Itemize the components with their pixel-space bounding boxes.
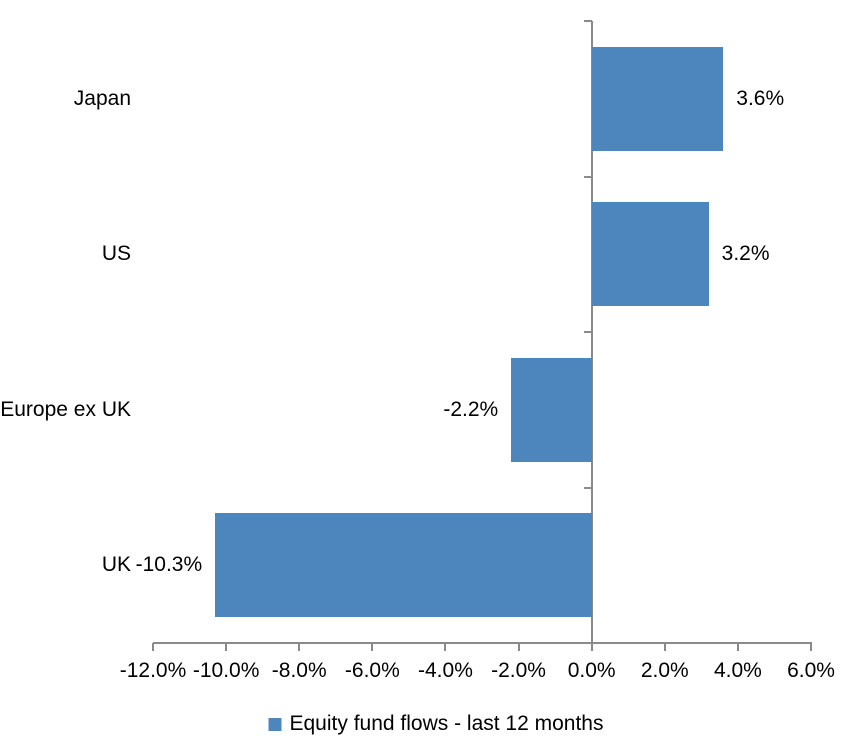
x-axis-tick-label: 0.0% xyxy=(567,659,616,682)
x-axis-tick-mark xyxy=(736,643,739,651)
x-axis-line xyxy=(153,642,812,644)
bar-value-label-europe-ex-uk: -2.2% xyxy=(443,397,499,421)
x-axis-tick-label: -6.0% xyxy=(344,659,400,682)
x-axis-tick-mark xyxy=(663,643,666,651)
x-axis-tick-mark xyxy=(152,643,154,651)
x-axis-tick-label: 2.0% xyxy=(640,659,689,682)
category-label-uk: UK xyxy=(101,553,131,577)
x-axis-tick-mark xyxy=(810,643,812,651)
y-axis-tick-mark xyxy=(583,486,592,489)
x-axis-tick-label: -10.0% xyxy=(192,659,260,682)
x-axis-tick-label: 6.0% xyxy=(787,659,835,682)
y-axis-tick-mark xyxy=(583,331,592,333)
x-axis-tick-mark xyxy=(225,643,228,651)
x-axis-tick-label: -8.0% xyxy=(271,659,327,682)
legend-label: Equity fund flows - last 12 months xyxy=(289,712,604,735)
bar-uk xyxy=(215,513,592,618)
x-axis-tick-mark xyxy=(517,643,520,651)
category-label-europe-ex-uk: Europe ex UK xyxy=(0,397,131,421)
bar-value-label-us: 3.2% xyxy=(721,242,770,266)
x-axis-tick-mark xyxy=(590,643,593,651)
bar-us xyxy=(591,202,709,307)
bar-europe-ex-uk xyxy=(511,357,592,462)
x-axis-tick-label: -12.0% xyxy=(119,659,187,682)
x-axis-tick-label: -4.0% xyxy=(418,659,473,682)
chart-legend: Equity fund flows - last 12 months xyxy=(268,712,604,736)
y-axis-tick-mark xyxy=(583,20,592,22)
y-axis-line xyxy=(590,21,593,651)
category-label-us: US xyxy=(101,242,131,266)
category-label-japan: Japan xyxy=(73,86,131,110)
bar-japan xyxy=(591,46,724,151)
x-axis-tick-mark xyxy=(371,643,374,651)
x-axis-tick-label: 4.0% xyxy=(713,659,762,682)
y-axis-tick-mark xyxy=(583,175,592,178)
legend-swatch-icon xyxy=(268,717,282,731)
x-axis-tick-label: -2.0% xyxy=(491,659,546,682)
x-axis-tick-mark xyxy=(444,643,447,651)
bar-value-label-uk: -10.3% xyxy=(135,553,203,577)
bar-value-label-japan: 3.6% xyxy=(736,86,785,110)
x-axis-tick-mark xyxy=(298,643,301,651)
